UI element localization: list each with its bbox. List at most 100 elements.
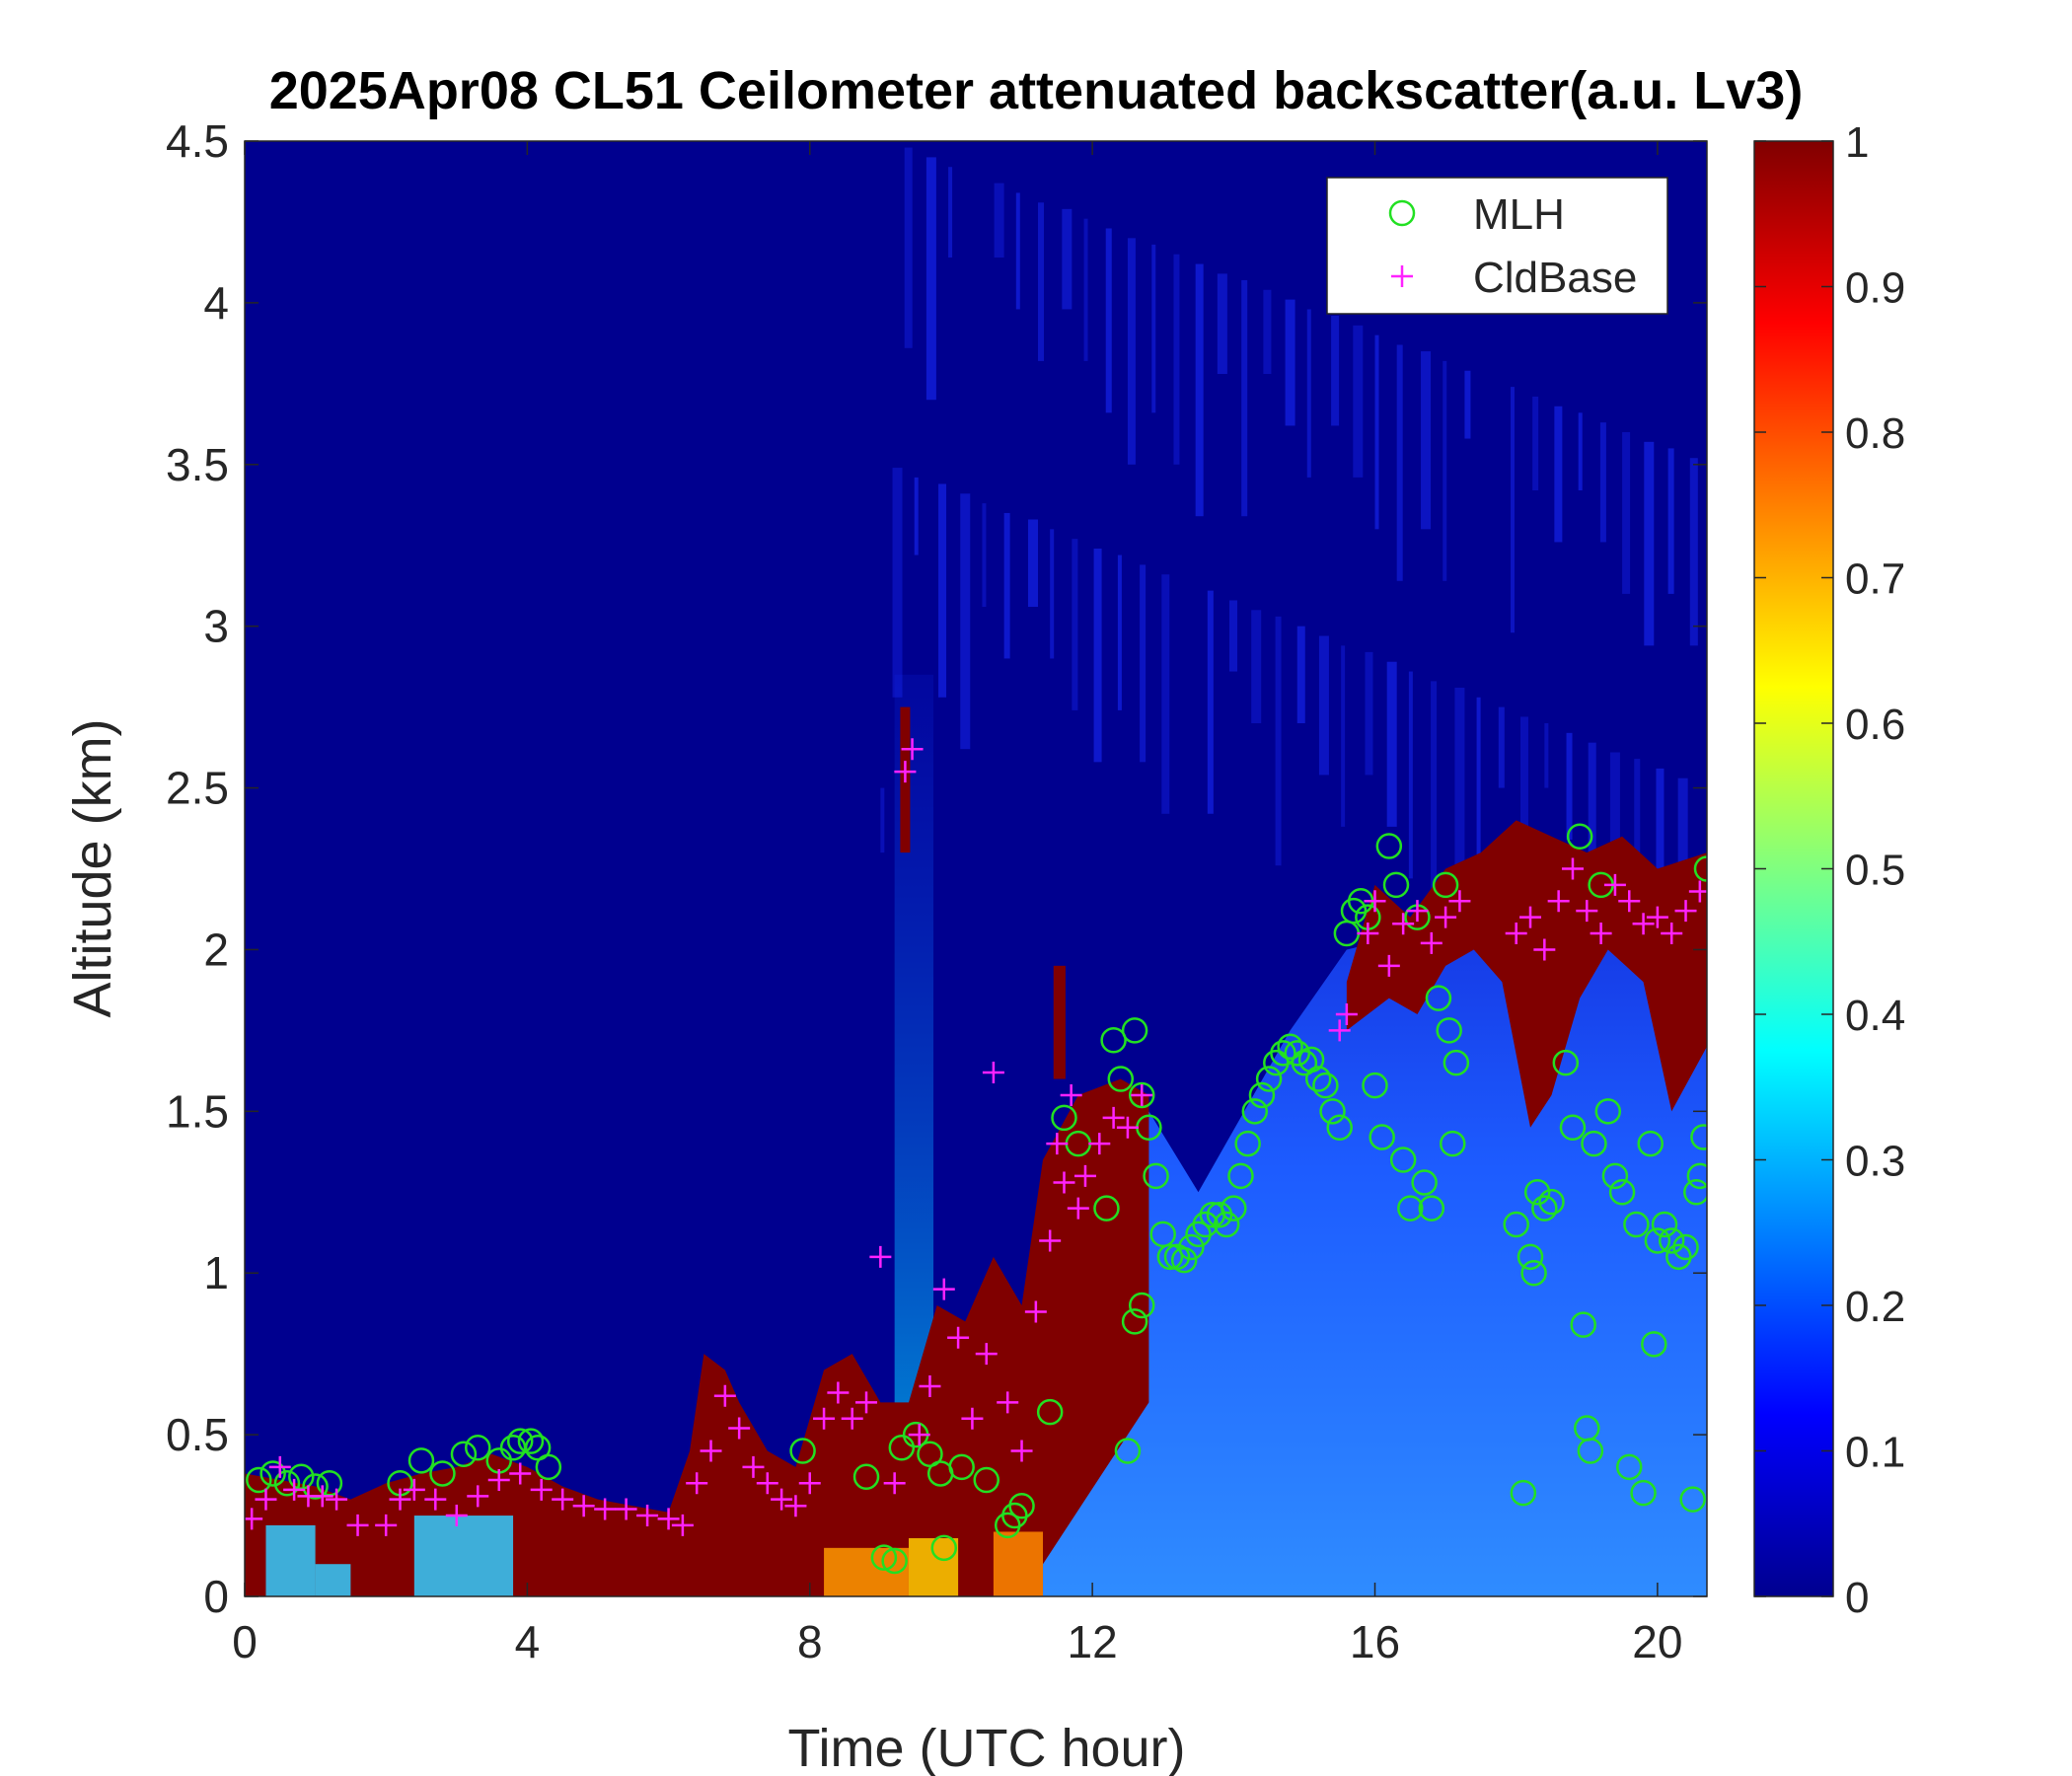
heatmap-streak xyxy=(1396,344,1403,581)
cldbase-point xyxy=(1364,890,1386,913)
chart-title: 2025Apr08 CL51 Ceilometer attenuated bac… xyxy=(269,61,1804,120)
heatmap-streak xyxy=(1296,626,1305,723)
cldbase-point xyxy=(1010,1440,1033,1462)
cldbase-point xyxy=(1576,900,1598,923)
heatmap-streak xyxy=(1498,706,1505,788)
mlh-point xyxy=(1326,1114,1353,1141)
cldbase-point xyxy=(255,1488,277,1511)
mlh-point xyxy=(1690,1124,1707,1150)
cldbase-point xyxy=(1618,890,1641,913)
heatmap-streak xyxy=(925,157,936,401)
mlh-point xyxy=(1008,1492,1035,1519)
x-tick-label: 4 xyxy=(515,1616,541,1667)
mlh-point xyxy=(1651,1211,1678,1238)
cldbase-point xyxy=(1053,1171,1075,1194)
cldbase-point xyxy=(311,1485,333,1508)
colorbar-tick-label: 0.6 xyxy=(1845,701,1905,749)
cldbase-point xyxy=(961,1407,984,1430)
mlh-point xyxy=(1227,1162,1254,1190)
cldbase-point xyxy=(615,1498,637,1520)
y-axis: 0 0.5 1 1.5 2 2.5 3 3.5 4 4.5 xyxy=(166,115,1707,1622)
colorbar-tick-label: 0.7 xyxy=(1845,555,1905,604)
x-axis-label: Time (UTC hour) xyxy=(787,1719,1185,1776)
cldbase-point xyxy=(1102,1106,1125,1129)
heatmap-streak xyxy=(1140,564,1147,763)
mlh-point xyxy=(948,1453,975,1481)
heatmap-streak xyxy=(1421,351,1432,530)
cldbase-point xyxy=(813,1407,836,1430)
heatmap-streak xyxy=(960,493,971,750)
heatmap-streak xyxy=(1622,432,1631,594)
cldbase-point xyxy=(827,1381,850,1404)
mlh-point xyxy=(450,1441,478,1468)
heatmap-streak xyxy=(1353,325,1364,478)
plot-frame xyxy=(244,140,1708,1597)
cldbase-point xyxy=(1046,1133,1069,1155)
heatmap-streak xyxy=(994,183,1004,258)
mlh-point xyxy=(1411,1169,1438,1196)
mlh-point xyxy=(1382,871,1410,899)
mlh-point xyxy=(302,1473,329,1500)
x-axis: 0 4 8 12 16 20 xyxy=(232,141,1682,1667)
mlh-point xyxy=(1304,1066,1332,1092)
y-axis-label: Altitude (km) xyxy=(63,718,122,1017)
mlh-point xyxy=(1552,1049,1580,1076)
mlh-point xyxy=(1432,871,1459,899)
x-tick-label: 0 xyxy=(232,1616,258,1667)
heatmap-streak xyxy=(1050,529,1055,659)
cldbase-point xyxy=(894,761,917,783)
cldbase-point xyxy=(883,1472,906,1495)
heatmap-streak xyxy=(1207,590,1214,814)
cldbase-point xyxy=(530,1478,553,1501)
y-tick-label: 3 xyxy=(203,601,229,652)
mlh-point xyxy=(1418,1195,1445,1221)
mlh-point xyxy=(1312,1072,1339,1099)
cldbase-point xyxy=(1688,880,1707,903)
mlh-point xyxy=(1683,1179,1707,1206)
heatmap-pocket xyxy=(993,1531,1044,1596)
heatmap-streak xyxy=(1544,723,1549,788)
mlh-point xyxy=(1170,1246,1198,1274)
heatmap-streak xyxy=(880,787,885,853)
cldbase-point xyxy=(326,1488,348,1511)
cldbase-point xyxy=(346,1514,369,1536)
heatmap-streak xyxy=(1105,228,1112,413)
legend-mlh-label: MLH xyxy=(1473,190,1565,239)
mlh-point xyxy=(1630,1479,1657,1507)
colorbar: 0 0.1 0.2 0.3 0.4 0.5 0.6 0.7 0.8 0.9 1 xyxy=(1753,118,1905,1622)
cldbase-point xyxy=(982,1062,1004,1083)
heatmap-pocket xyxy=(315,1564,351,1596)
mlh-point xyxy=(881,1547,908,1575)
legend: MLH CldBase xyxy=(1326,177,1668,315)
cldbase-point xyxy=(1661,923,1683,945)
cldbase-point xyxy=(869,1245,892,1268)
y-tick-label: 0.5 xyxy=(166,1409,229,1460)
mlh-point xyxy=(789,1438,816,1464)
cldbase-point xyxy=(1335,1003,1358,1025)
colorbar-tick-label: 1 xyxy=(1845,118,1869,167)
cldbase-point xyxy=(1533,938,1556,961)
heatmap-layer-core xyxy=(1053,965,1066,1079)
legend-cldbase-marker xyxy=(1391,265,1413,287)
mlh-point xyxy=(1601,1162,1629,1190)
mlh-point xyxy=(870,1544,898,1571)
heatmap-streak xyxy=(1689,458,1698,646)
cldbase-point xyxy=(771,1488,793,1511)
cldbase-point xyxy=(1131,1083,1153,1106)
cldbase-point xyxy=(1435,906,1457,928)
cldbase-point xyxy=(245,1508,263,1530)
cldbase-point xyxy=(1590,923,1612,945)
cldbase-point xyxy=(467,1485,489,1508)
mlh-series xyxy=(246,823,1707,1575)
mlh-point xyxy=(1248,1081,1276,1109)
cldbase-point xyxy=(1646,906,1668,928)
cldbase-point xyxy=(1547,890,1570,913)
y-tick-label: 4.5 xyxy=(166,115,229,167)
cldbase-point xyxy=(908,1424,930,1446)
cldbase-point xyxy=(1116,1116,1139,1139)
heatmap-streak xyxy=(1251,610,1262,723)
mlh-point xyxy=(1615,1453,1643,1481)
mlh-point xyxy=(1178,1233,1205,1261)
heatmap-streak xyxy=(1062,208,1073,310)
cldbase-point xyxy=(487,1469,510,1491)
